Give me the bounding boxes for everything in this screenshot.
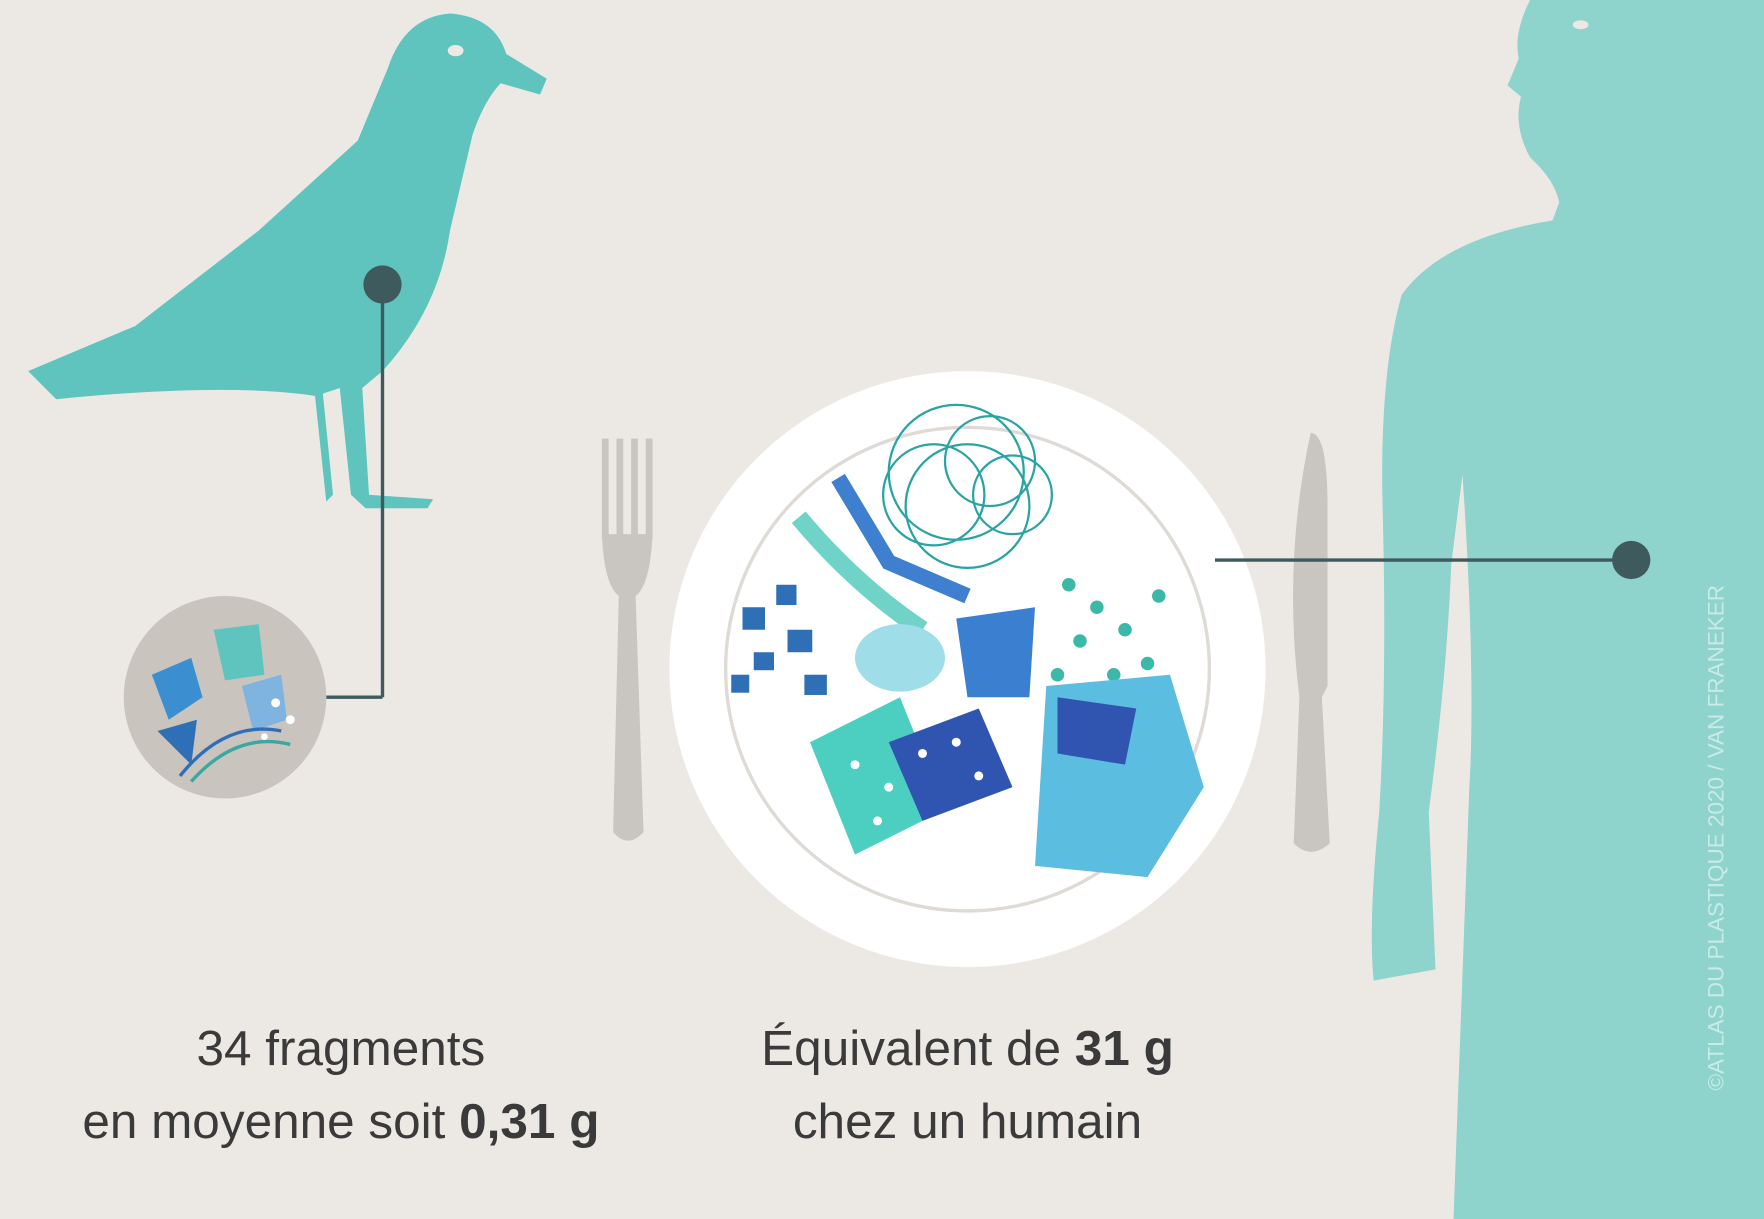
seagull-eye (448, 45, 464, 56)
credit: ©ATLAS DU PLASTIQUE 2020 / VAN FRANEKER (1703, 585, 1728, 1090)
caption-line: en moyenne soit 0,31 g (82, 1094, 599, 1149)
stomach-contents (124, 596, 327, 798)
page: {"seagull_caption":{"line1":"34 fragment… (0, 0, 1764, 1219)
caption-line: 34 fragments (196, 1021, 485, 1076)
caption-value: 31 g (1075, 1021, 1174, 1076)
caption-line: Équivalent de 31 g (761, 1021, 1174, 1076)
caption-value: 0,31 g (459, 1094, 599, 1149)
infographic: 34 fragments en moyenne soit 0,31 g Équi… (0, 0, 1764, 1219)
human-eye (1573, 20, 1589, 29)
marker-dot (1612, 541, 1650, 579)
caption-line: chez un humain (793, 1094, 1142, 1149)
caption-text: en moyenne soit (82, 1094, 445, 1149)
marker-dot (363, 265, 401, 303)
caption-text: Équivalent de (761, 1021, 1061, 1076)
